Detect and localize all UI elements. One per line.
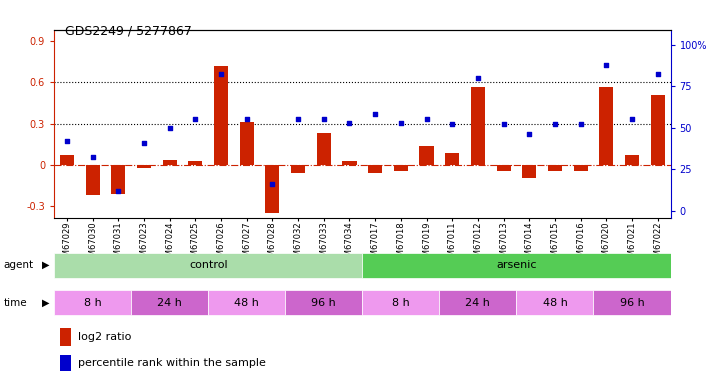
Bar [61,355,71,371]
Bar [111,165,125,194]
Bar [516,290,593,315]
Text: GDS2249 / 5277867: GDS2249 / 5277867 [65,24,192,38]
Point [601,62,612,68]
Bar [362,253,671,278]
Point [395,120,407,126]
Bar [265,165,280,213]
Text: 8 h: 8 h [84,298,102,308]
Point [61,138,73,144]
Text: 24 h: 24 h [466,298,490,308]
Bar [86,165,99,195]
Point [241,116,252,122]
Bar [522,165,536,177]
Point [421,116,433,122]
Bar [420,146,433,165]
Text: percentile rank within the sample: percentile rank within the sample [77,358,265,368]
Point [344,120,355,126]
Point [87,154,98,160]
Point [627,116,638,122]
Text: 48 h: 48 h [542,298,567,308]
Text: arsenic: arsenic [496,260,536,270]
Bar [497,165,510,171]
Bar [394,165,408,171]
Point [112,188,124,194]
Point [446,121,458,127]
Point [267,181,278,187]
Bar [291,165,305,173]
Text: time: time [4,298,27,307]
Bar [54,253,362,278]
Bar [137,165,151,168]
Bar [208,290,286,315]
Bar [342,161,356,165]
Bar [54,290,131,315]
Text: 96 h: 96 h [619,298,645,308]
Text: 96 h: 96 h [311,298,336,308]
Bar [214,66,228,165]
Bar [593,290,671,315]
Bar [650,95,665,165]
Point [138,140,150,146]
Bar [625,156,639,165]
Text: ▶: ▶ [42,298,49,307]
Point [216,72,227,78]
Bar [362,290,439,315]
Point [318,116,329,122]
Point [472,75,484,81]
Point [575,121,586,127]
Bar [60,156,74,165]
Bar [439,290,516,315]
Bar [61,328,71,346]
Point [292,116,304,122]
Bar [599,87,614,165]
Point [523,131,535,137]
Bar [368,165,382,173]
Point [652,72,663,78]
Text: log2 ratio: log2 ratio [77,332,131,342]
Bar [471,87,485,165]
Text: agent: agent [4,260,34,270]
Bar [574,165,588,171]
Bar [317,134,331,165]
Text: 8 h: 8 h [392,298,410,308]
Point [190,116,201,122]
Bar [188,161,203,165]
Bar [445,153,459,165]
Bar [548,165,562,171]
Point [369,111,381,117]
Text: 24 h: 24 h [157,298,182,308]
Text: control: control [189,260,228,270]
Text: ▶: ▶ [42,260,49,270]
Point [497,121,509,127]
Bar [163,160,177,165]
Point [549,121,561,127]
Bar [131,290,208,315]
Bar [239,122,254,165]
Point [164,124,175,130]
Text: 48 h: 48 h [234,298,259,308]
Bar [286,290,362,315]
